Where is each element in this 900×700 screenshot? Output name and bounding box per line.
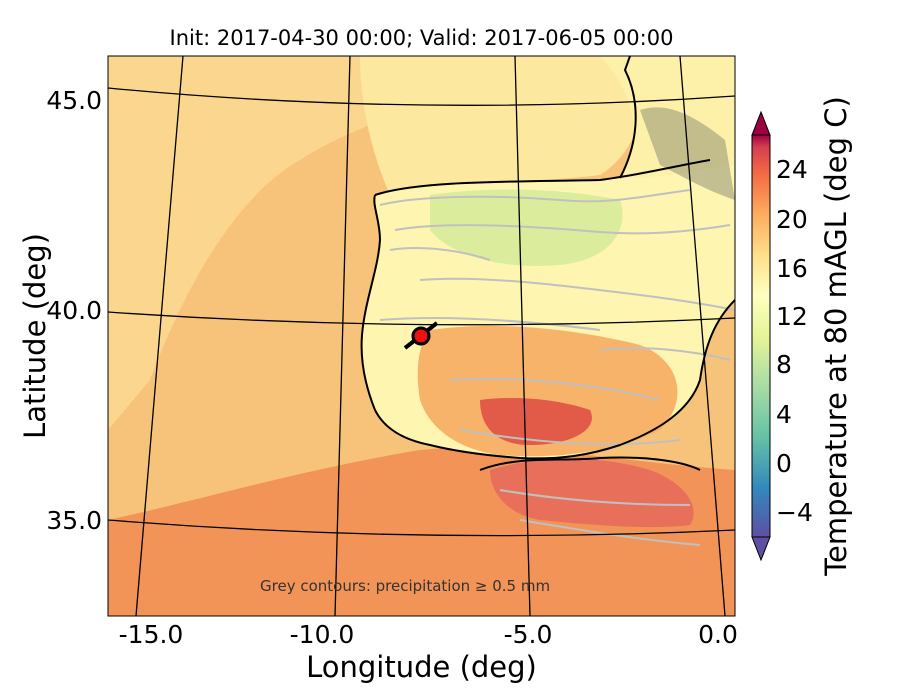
south-warm-region [417,325,678,457]
hot-core [480,398,592,445]
site-marker-dot [411,326,431,346]
colorbar-tick-label: 8 [776,350,792,379]
lat-tick-label: 45.0 [46,86,102,115]
precipitation-contours [379,189,735,546]
iberia-coastline [360,159,735,460]
lon-tick-label: 0.0 [698,620,738,649]
north-africa-hot [490,458,694,528]
colorbar-tick-label: 16 [776,254,808,283]
ocean-cool-fill [108,56,500,430]
colorbar [751,110,771,562]
lon-tick-label: -15.0 [118,620,184,649]
graticule [108,56,735,616]
colorbar-tick-label: 4 [776,400,792,429]
x-axis-label: Longitude (deg) [306,650,537,684]
map-panel [108,56,735,616]
lon-tick-label: -5.0 [503,620,553,649]
lat-tick-label: 35.0 [46,506,102,535]
colorbar-label: Temperature at 80 mAGL (deg C) [819,96,853,576]
colorbar-tick-label: 0 [776,449,792,478]
precip-annotation: Grey contours: precipitation ≥ 0.5 mm [260,577,551,595]
colorbar-max-extend [751,110,771,136]
site-marker [403,321,439,350]
colorbar-tick-label: −4 [776,498,813,527]
lat-tick-label: 40.0 [46,296,102,325]
colorbar-min-extend [751,536,771,562]
colorbar-tick-label: 24 [776,155,808,184]
colorbar-tick-label: 12 [776,302,808,331]
colorbar-tick-label: 20 [776,205,808,234]
colorbar-gradient [751,134,771,538]
y-axis-label: Latitude (deg) [18,233,52,439]
map-title: Init: 2017-04-30 00:00; Valid: 2017-06-0… [169,26,674,50]
map-frame [107,55,736,617]
africa-coastline [479,456,701,471]
lon-tick-label: -10.0 [289,620,355,649]
bay-of-biscay-fill [360,56,644,195]
france-coastline [619,56,637,179]
